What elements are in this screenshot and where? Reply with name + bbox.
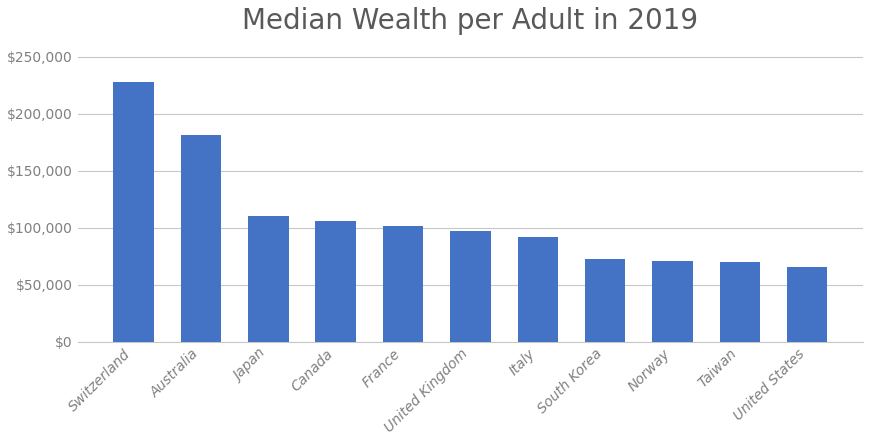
Bar: [584, 259, 625, 342]
Bar: [181, 135, 221, 342]
Bar: [786, 267, 826, 342]
Bar: [113, 82, 154, 342]
Bar: [517, 237, 557, 342]
Bar: [248, 216, 289, 342]
Bar: [382, 225, 422, 342]
Bar: [449, 231, 490, 342]
Title: Median Wealth per Adult in 2019: Median Wealth per Adult in 2019: [242, 7, 698, 35]
Bar: [315, 221, 355, 342]
Bar: [719, 262, 760, 342]
Bar: [652, 261, 692, 342]
